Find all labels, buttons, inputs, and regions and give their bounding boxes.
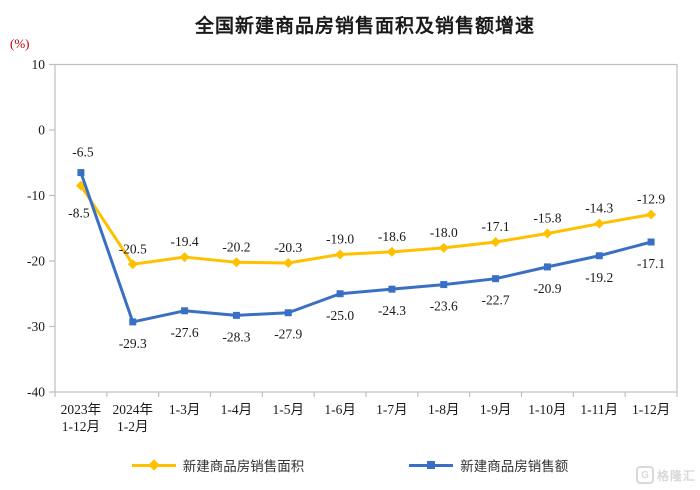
legend-label-sales-area: 新建商品房销售面积 bbox=[182, 459, 305, 474]
x-axis-label: 1-11月 bbox=[580, 402, 618, 417]
y-axis-tick-label: 0 bbox=[38, 123, 45, 138]
square-marker-icon bbox=[440, 281, 448, 289]
legend-item-sales-area: 新建商品房销售面积 bbox=[131, 455, 305, 475]
square-marker-icon bbox=[595, 252, 603, 260]
x-axis-label: 2024年 bbox=[113, 402, 154, 417]
data-label: -17.1 bbox=[482, 219, 510, 234]
square-marker-icon bbox=[336, 290, 344, 298]
data-label: -20.2 bbox=[222, 239, 250, 254]
diamond-marker-icon bbox=[283, 257, 294, 268]
data-label: -17.1 bbox=[637, 256, 665, 271]
diamond-marker-icon bbox=[179, 252, 190, 263]
y-axis-unit-label: (%) bbox=[10, 36, 30, 51]
x-axis-label: 1-4月 bbox=[221, 402, 253, 417]
x-axis-label: 1-9月 bbox=[480, 402, 512, 417]
data-label: -18.6 bbox=[378, 229, 406, 244]
diamond-marker-icon bbox=[335, 249, 346, 260]
diamond-marker-icon bbox=[231, 257, 242, 268]
x-axis-label: 1-12月 bbox=[632, 402, 670, 417]
watermark-gelonghui: G 格隆汇 bbox=[635, 466, 696, 484]
square-marker-icon bbox=[388, 285, 396, 293]
watermark-text: 格隆汇 bbox=[656, 468, 696, 483]
data-label: -8.5 bbox=[68, 206, 90, 221]
legend-label-sales-amount: 新建商品房销售额 bbox=[460, 459, 569, 474]
y-axis-tick-label: -20 bbox=[27, 254, 45, 269]
data-label: -20.3 bbox=[274, 240, 302, 255]
square-marker-icon bbox=[232, 311, 240, 319]
series-line-0 bbox=[79, 184, 653, 266]
gelonghui-logo-icon: G bbox=[635, 466, 654, 484]
diamond-marker-icon bbox=[127, 259, 138, 270]
data-label: -29.3 bbox=[119, 336, 147, 351]
y-axis-tick-label: -40 bbox=[27, 385, 45, 400]
data-label: -19.2 bbox=[585, 270, 613, 285]
y-axis-tick-label: 10 bbox=[32, 57, 46, 72]
y-axis-tick-label: -30 bbox=[27, 319, 45, 334]
data-label: -18.0 bbox=[430, 225, 458, 240]
square-marker-icon bbox=[181, 307, 189, 315]
square-marker-icon bbox=[284, 309, 292, 317]
square-marker-icon bbox=[77, 169, 85, 177]
legend-item-sales-amount: 新建商品房销售额 bbox=[409, 455, 568, 475]
x-axis-label: 1-12月 bbox=[62, 419, 100, 434]
y-axis-tick-label: -10 bbox=[27, 188, 45, 203]
diamond-marker-icon bbox=[594, 218, 605, 229]
legend: 新建商品房销售面积 新建商品房销售额 bbox=[0, 452, 700, 478]
data-label: -24.3 bbox=[378, 303, 406, 318]
data-label: -25.0 bbox=[326, 308, 354, 323]
line-square-marker-icon bbox=[409, 461, 454, 469]
plot-border bbox=[54, 63, 678, 393]
chart-title: 全国新建商品房销售面积及销售额增速 bbox=[194, 16, 535, 37]
x-axis-label: 1-6月 bbox=[324, 402, 356, 417]
data-label: -28.3 bbox=[222, 329, 250, 344]
diamond-marker-icon bbox=[386, 246, 397, 257]
data-label: -12.9 bbox=[637, 191, 665, 206]
data-label: -27.9 bbox=[274, 327, 302, 342]
x-axis-label: 1-7月 bbox=[376, 402, 408, 417]
data-label: -22.7 bbox=[482, 293, 510, 308]
data-label: -23.6 bbox=[430, 299, 458, 314]
line-diamond-marker-icon bbox=[131, 459, 176, 471]
square-marker-icon bbox=[492, 275, 500, 283]
diamond-marker-icon bbox=[438, 242, 449, 253]
data-label: -6.5 bbox=[72, 145, 94, 160]
x-axis-label: 1-10月 bbox=[528, 402, 566, 417]
x-axis-label: 1-5月 bbox=[273, 402, 305, 417]
diamond-marker-icon bbox=[490, 237, 501, 248]
series-line-1 bbox=[79, 171, 653, 324]
square-marker-icon bbox=[647, 238, 655, 246]
x-axis-label: 1-8月 bbox=[428, 402, 460, 417]
data-label: -20.5 bbox=[119, 241, 147, 256]
data-label: -20.9 bbox=[533, 281, 561, 296]
x-axis-label: 1-3月 bbox=[169, 402, 201, 417]
data-label: -19.0 bbox=[326, 231, 354, 246]
data-label: -27.6 bbox=[171, 325, 199, 340]
data-label: -15.8 bbox=[533, 210, 561, 225]
diamond-marker-icon bbox=[542, 228, 553, 239]
data-label: -19.4 bbox=[171, 234, 199, 249]
square-marker-icon bbox=[543, 263, 551, 271]
square-marker-icon bbox=[129, 318, 137, 326]
diamond-marker-icon bbox=[646, 209, 657, 220]
data-label: -14.3 bbox=[585, 201, 613, 216]
x-axis-label: 2023年 bbox=[61, 402, 102, 417]
x-axis-label: 1-2月 bbox=[117, 419, 149, 434]
